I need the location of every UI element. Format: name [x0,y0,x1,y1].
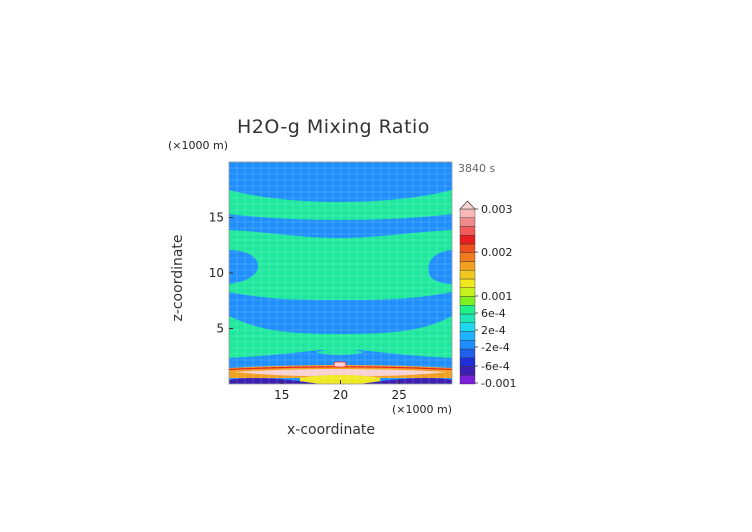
colorbar-label: 2e-4 [481,324,506,337]
colorbar-level [459,235,476,245]
surface-layer-peak [235,369,446,377]
y-axis-ticks: 5 10 15 [209,211,233,336]
colorbar-level [459,305,476,315]
surface-dark-left [229,377,320,384]
colorbar-level [459,357,476,367]
colorbar: 0.003 0.002 0.001 6e-4 2e-4 -2e-4 -6e-4 -0.001 [459,200,516,390]
y-tick-label: 10 [209,266,224,280]
colorbar-level [459,348,476,358]
x-tick-label: 15 [274,388,289,402]
plot-field [229,162,452,384]
x-tick-label: 20 [333,388,348,402]
colorbar-level [459,278,476,288]
x-tick-label: 25 [392,388,407,402]
colorbar-level [459,340,476,350]
x-axis-label: x-coordinate [287,422,376,438]
colorbar-level [459,375,476,385]
colorbar-label: 0.001 [481,290,513,303]
surface-dark-right [360,377,452,384]
colorbar-level [459,217,476,227]
colorbar-level [459,208,476,218]
y-tick-label: 5 [216,322,224,336]
chart-title: H2O-g Mixing Ratio [237,116,430,138]
colorbar-level [459,252,476,262]
colorbar-overflow-cap [459,200,476,210]
colorbar-level [459,366,476,376]
time-label: 3840 s [458,162,496,175]
y-tick-label: 15 [209,211,224,225]
colorbar-level [459,322,476,332]
colorbar-level [459,296,476,306]
colorbar-level [459,261,476,271]
colorbar-level [459,313,476,323]
field-band-middle [229,230,452,300]
colorbar-label: -2e-4 [481,341,510,354]
grid [229,162,452,384]
field-band-upper [229,190,452,220]
x-axis-multiplier: (×1000 m) [392,403,453,416]
x-axis-ticks: 15 20 25 [274,380,407,402]
colorbar-label: -0.001 [481,377,516,390]
surface-layer-yellow [300,375,380,384]
field-patch-center [316,349,364,355]
surface-cap [333,361,347,368]
colorbar-level [459,226,476,236]
colorbar-level [459,331,476,341]
colorbar-level [459,287,476,297]
colorbar-label: 0.003 [481,203,513,216]
colorbar-label: 6e-4 [481,307,506,320]
colorbar-label: -6e-4 [481,360,510,373]
colorbar-level [459,243,476,253]
field-band-lower [229,316,452,358]
colorbar-level [459,270,476,280]
colorbar-label: 0.002 [481,246,513,259]
y-axis-multiplier: (×1000 m) [168,139,229,152]
